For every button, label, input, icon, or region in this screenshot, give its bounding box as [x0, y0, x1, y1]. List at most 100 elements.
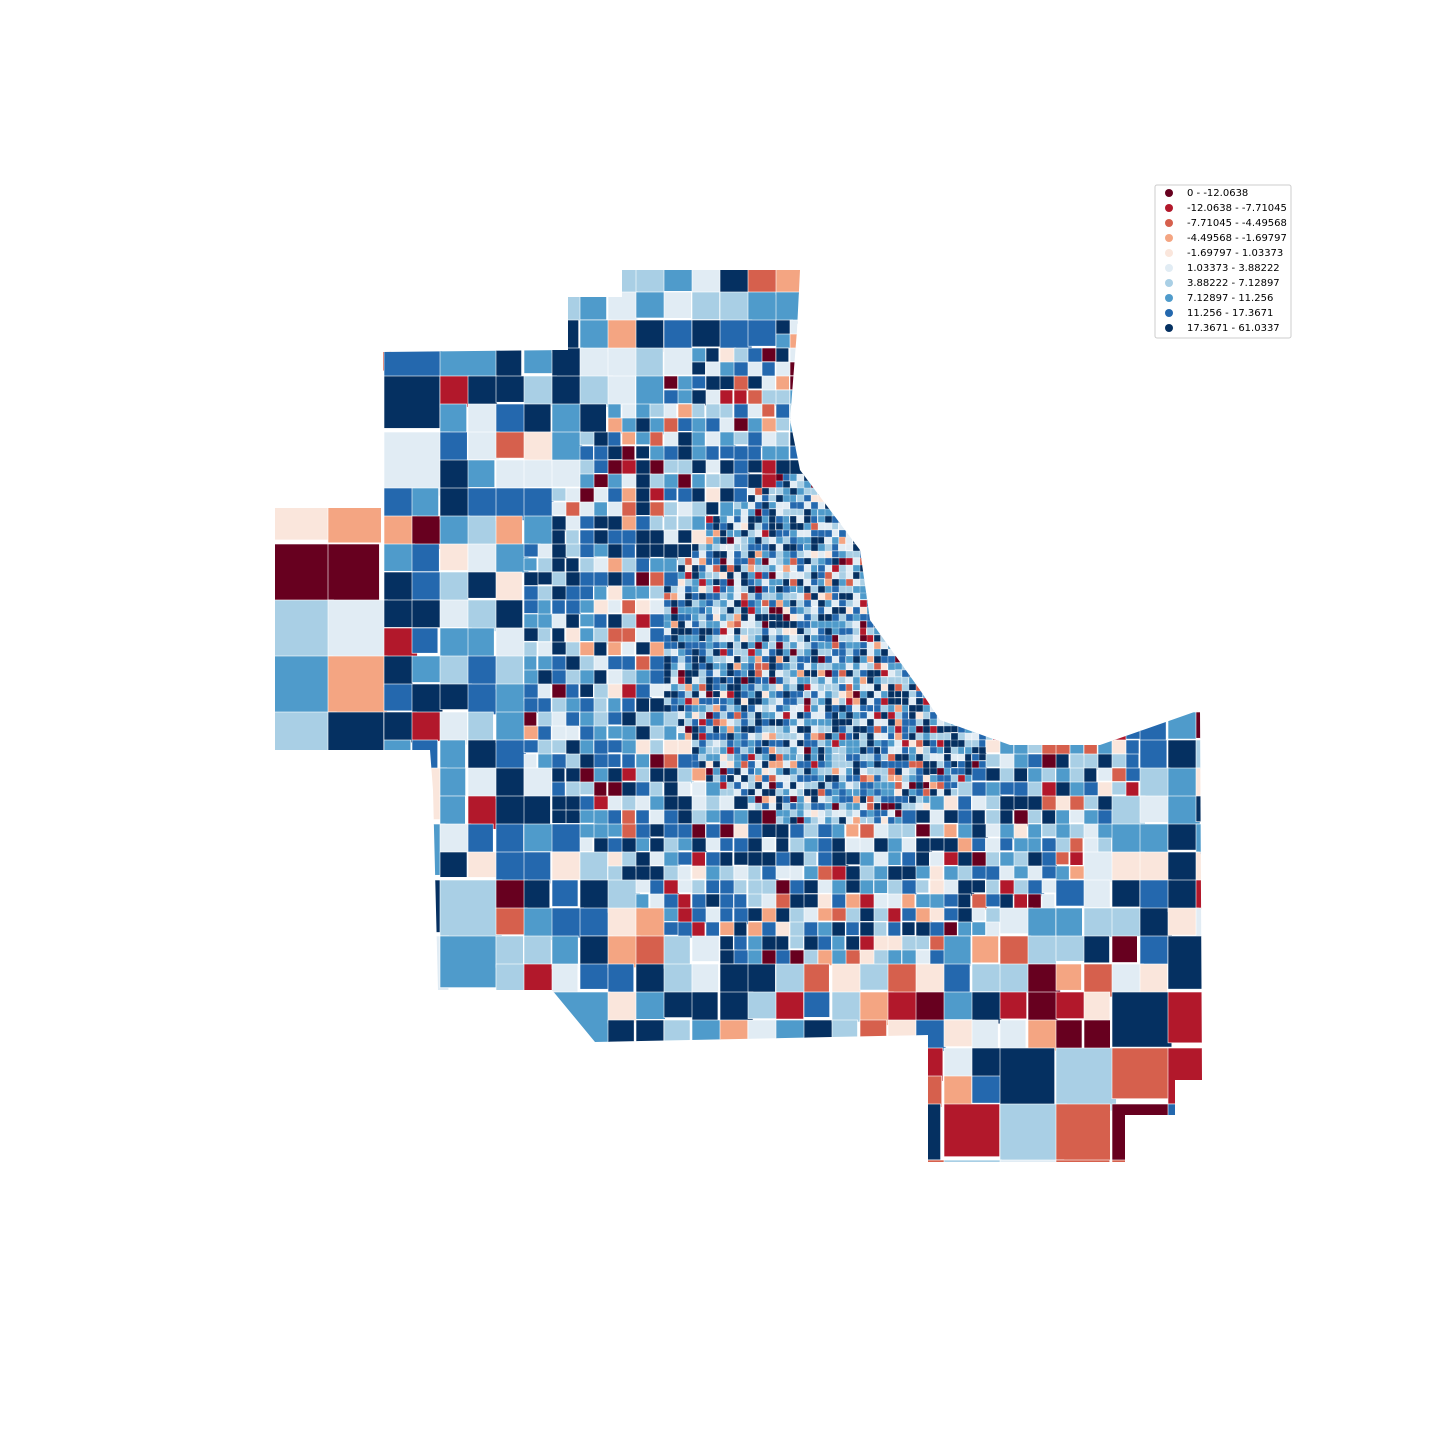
tract — [782, 788, 790, 796]
tract — [712, 718, 721, 727]
tract — [915, 375, 933, 390]
tract — [1097, 697, 1112, 716]
tract — [551, 270, 579, 294]
tract — [439, 515, 471, 546]
tract — [831, 494, 841, 503]
tract — [873, 865, 888, 880]
tract — [817, 494, 827, 503]
tract — [579, 837, 594, 852]
tract — [1013, 753, 1030, 769]
tract — [789, 319, 808, 336]
tract — [1055, 627, 1073, 643]
tract — [1195, 487, 1202, 515]
tract — [978, 704, 986, 714]
tract — [607, 1047, 672, 1110]
tract — [824, 690, 833, 699]
tract — [649, 697, 666, 713]
tract — [908, 683, 917, 691]
tract — [747, 655, 756, 664]
tract — [985, 690, 995, 699]
tract — [880, 816, 889, 825]
tract — [873, 403, 890, 419]
tract — [859, 732, 868, 741]
tract — [887, 375, 904, 392]
tract — [1027, 487, 1044, 502]
tract — [747, 907, 764, 922]
tract — [747, 270, 779, 296]
tract — [999, 669, 1008, 679]
tract — [761, 501, 770, 510]
tract — [712, 676, 721, 686]
tract — [796, 739, 804, 747]
tract — [831, 711, 839, 720]
tract — [957, 634, 966, 643]
tract — [929, 739, 937, 748]
tract — [782, 781, 791, 790]
tract — [978, 739, 986, 748]
tract — [782, 606, 791, 615]
tract — [275, 543, 334, 606]
tract — [789, 865, 804, 883]
tract — [705, 501, 719, 516]
tract — [831, 375, 849, 391]
tract — [845, 459, 861, 477]
tract — [677, 557, 686, 566]
tract — [803, 1047, 837, 1079]
tract — [971, 1075, 1003, 1104]
tract — [908, 732, 916, 741]
tract — [747, 697, 756, 706]
tract — [754, 655, 762, 663]
tract — [971, 627, 981, 636]
tract — [894, 487, 903, 497]
tract — [439, 627, 472, 660]
tract — [747, 508, 756, 517]
tract — [523, 767, 552, 799]
tract — [691, 648, 700, 656]
tract — [866, 781, 875, 791]
tract — [943, 389, 958, 407]
tract — [579, 291, 607, 321]
tract — [810, 718, 818, 726]
tract — [754, 725, 763, 734]
tract — [873, 543, 881, 552]
tract — [1083, 963, 1117, 998]
tract — [523, 935, 552, 970]
tract — [831, 746, 840, 754]
tract — [705, 389, 722, 407]
tract — [957, 893, 971, 908]
tract — [824, 683, 832, 691]
tract — [775, 571, 784, 580]
tract — [1125, 683, 1140, 700]
tract — [915, 445, 930, 461]
tract — [824, 592, 834, 601]
tract — [733, 893, 747, 909]
tract — [936, 725, 945, 734]
tract — [908, 501, 917, 509]
tract — [747, 711, 755, 720]
tract — [1041, 445, 1057, 461]
tract — [999, 935, 1032, 966]
tract — [796, 697, 805, 705]
tract — [810, 550, 819, 559]
tract — [796, 648, 804, 657]
tract — [873, 788, 883, 797]
tract — [607, 823, 624, 838]
tract — [733, 683, 742, 692]
tract — [887, 571, 896, 579]
tract — [775, 802, 783, 811]
tract — [964, 543, 972, 551]
tract — [873, 613, 881, 622]
tract — [1111, 1159, 1176, 1162]
tract — [810, 795, 819, 804]
tract — [915, 725, 924, 734]
tract — [775, 459, 792, 475]
tract — [796, 641, 804, 650]
tract — [957, 389, 973, 407]
tract — [866, 725, 875, 734]
tract — [964, 711, 973, 720]
tract — [621, 697, 636, 715]
tract — [803, 361, 820, 377]
tract — [1125, 515, 1142, 531]
tract — [705, 809, 723, 824]
tract — [579, 781, 596, 795]
